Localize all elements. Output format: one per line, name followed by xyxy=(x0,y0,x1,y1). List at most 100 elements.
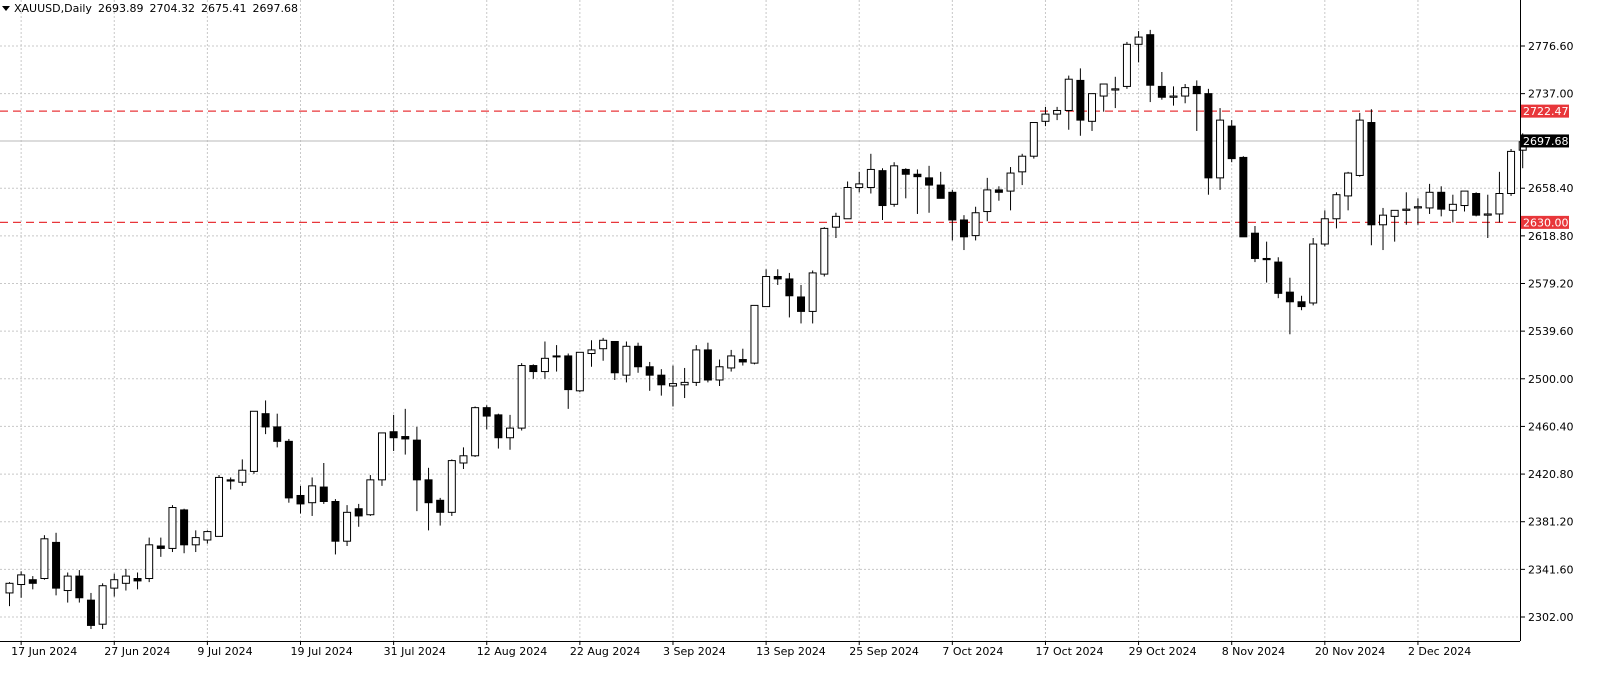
price-level-label: 2722.47 xyxy=(1523,105,1569,118)
candle xyxy=(17,571,26,598)
candle xyxy=(1355,112,1364,177)
candle xyxy=(75,570,84,603)
candle xyxy=(901,168,910,199)
bullish-candle-body xyxy=(855,183,864,188)
candle xyxy=(1192,80,1201,131)
time-axis: 17 Jun 2024 27 Jun 2024 9 Jul 2024 19 Jul 2… xyxy=(11,641,1471,658)
bullish-candle-body xyxy=(1029,122,1038,157)
bullish-candle-body xyxy=(1413,206,1422,209)
bearish-candle-body xyxy=(401,436,410,440)
candle xyxy=(820,227,829,277)
candle xyxy=(715,359,724,387)
candle xyxy=(622,341,631,383)
price-tick-label: 2500.00 xyxy=(1528,373,1574,386)
candle xyxy=(1250,225,1259,263)
candle xyxy=(377,432,386,486)
price-level-label: 2630.00 xyxy=(1523,216,1569,229)
candle xyxy=(1495,171,1504,223)
grid-lines xyxy=(0,0,1520,641)
candle xyxy=(1285,277,1294,335)
bullish-candle-body xyxy=(983,189,992,213)
candle xyxy=(28,576,37,590)
bullish-candle-body xyxy=(1355,119,1364,176)
bearish-candle-body xyxy=(645,366,654,376)
candle xyxy=(1460,190,1469,212)
candle xyxy=(1146,29,1155,103)
candle xyxy=(657,369,666,396)
candle xyxy=(436,497,445,526)
candle xyxy=(121,568,130,591)
bullish-candle-body xyxy=(1216,119,1225,179)
candle xyxy=(389,414,398,451)
candle xyxy=(191,530,200,553)
bearish-candle-body xyxy=(494,414,503,439)
bullish-candle-body xyxy=(1134,36,1143,45)
candle xyxy=(1041,106,1050,127)
candle xyxy=(1320,210,1329,247)
candle xyxy=(180,508,189,554)
candle xyxy=(843,181,852,220)
time-tick-label: 19 Jul 2024 xyxy=(291,645,353,658)
candle xyxy=(145,537,154,583)
candles xyxy=(5,29,1527,630)
candle xyxy=(1111,76,1120,109)
candle xyxy=(1483,194,1492,239)
candle xyxy=(1262,241,1271,283)
bullish-candle-body xyxy=(1495,193,1504,215)
candle xyxy=(482,405,491,430)
candle xyxy=(506,414,515,450)
candle xyxy=(52,532,61,596)
time-tick-label: 9 Jul 2024 xyxy=(197,645,252,658)
candle xyxy=(331,499,340,555)
time-tick-label: 17 Oct 2024 xyxy=(1035,645,1103,658)
dropdown-triangle-icon[interactable] xyxy=(2,5,10,11)
bearish-candle-body xyxy=(1262,257,1271,261)
bullish-candle-body xyxy=(1006,172,1015,192)
bullish-candle-body xyxy=(587,349,596,355)
bullish-candle-body xyxy=(540,357,549,373)
price-tick-label: 2302.00 xyxy=(1528,611,1574,624)
candle xyxy=(971,206,980,241)
bearish-candle-body xyxy=(389,431,398,439)
high-value: 2704.32 xyxy=(149,1,195,15)
candle xyxy=(948,189,957,241)
candle xyxy=(668,365,677,407)
candle xyxy=(261,400,270,435)
candle xyxy=(354,503,363,527)
candle xyxy=(738,348,747,366)
candle xyxy=(40,535,49,580)
time-tick-label: 29 Oct 2024 xyxy=(1129,645,1197,658)
bullish-candle-body xyxy=(1169,95,1178,98)
bullish-candle-body xyxy=(1099,83,1108,97)
bullish-candle-body xyxy=(1460,190,1469,207)
bullish-candle-body xyxy=(971,212,980,237)
candle xyxy=(366,475,375,516)
bearish-candle-body xyxy=(354,508,363,517)
candle xyxy=(645,361,654,391)
bullish-candle-body xyxy=(145,544,154,580)
bearish-candle-body xyxy=(936,184,945,199)
bearish-candle-body xyxy=(273,426,282,442)
bullish-candle-body xyxy=(1018,155,1027,173)
candle xyxy=(343,505,352,547)
candle xyxy=(1169,86,1178,106)
candle xyxy=(890,162,899,207)
bearish-candle-body xyxy=(1076,79,1085,121)
candle xyxy=(1088,93,1097,131)
bearish-candle-body xyxy=(28,579,37,584)
candle xyxy=(540,341,549,379)
bullish-candle-body xyxy=(40,538,49,580)
bearish-candle-body xyxy=(1285,291,1294,303)
candle xyxy=(1239,156,1248,238)
candle xyxy=(808,270,817,324)
bearish-candle-body xyxy=(901,168,910,175)
candle xyxy=(1425,183,1434,214)
bullish-candle-body xyxy=(727,355,736,369)
candle xyxy=(1204,88,1213,195)
bearish-candle-body xyxy=(959,219,968,238)
candle xyxy=(529,364,538,379)
bearish-candle-body xyxy=(797,296,806,312)
bullish-candle-body xyxy=(680,381,689,386)
candle xyxy=(855,171,864,193)
